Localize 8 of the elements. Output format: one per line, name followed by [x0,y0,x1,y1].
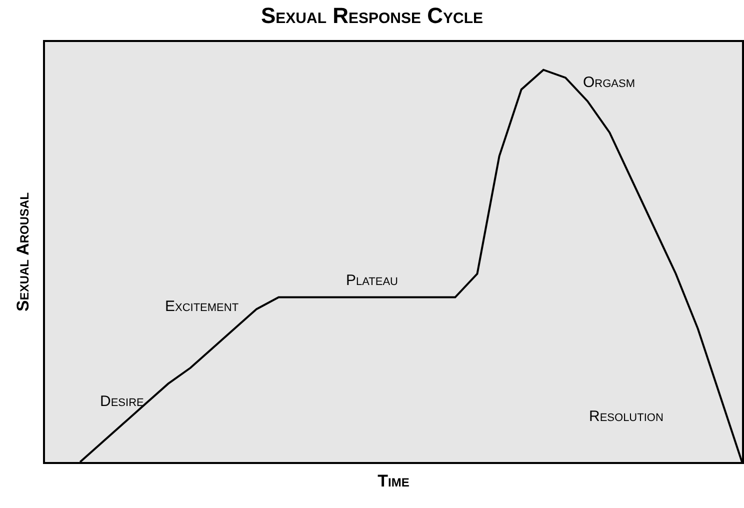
x-axis-title: Time [378,472,410,491]
annotation: Excitement [165,298,239,315]
annotation: Orgasm [583,74,636,91]
annotation: Plateau [346,272,398,289]
y-axis-title: Sexual Arousal [13,192,32,312]
annotation: Resolution [589,408,664,425]
annotation: Desire [100,393,144,410]
chart-title: Sexual Response Cycle [260,3,484,28]
